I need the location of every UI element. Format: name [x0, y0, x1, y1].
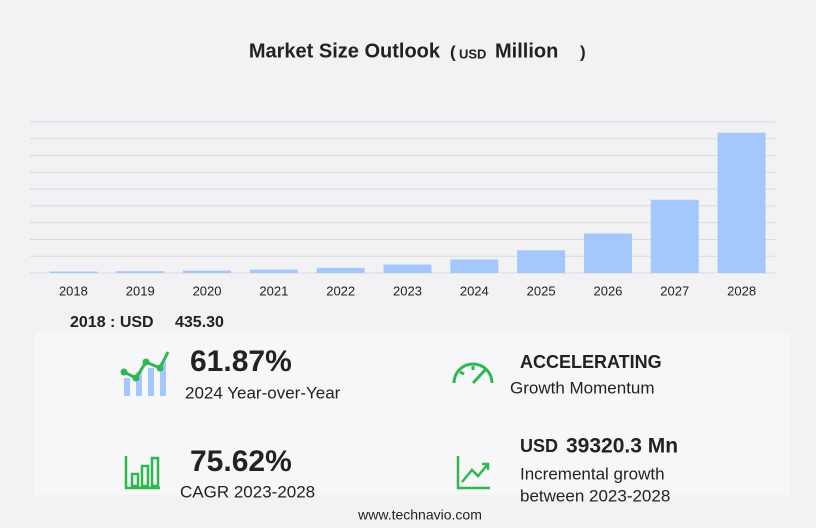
momentum-icon	[452, 362, 494, 385]
bar	[49, 271, 98, 273]
cagr-icon	[124, 456, 160, 490]
base-value: 435.30	[175, 314, 224, 331]
stat-value: ACCELERATING	[520, 352, 662, 372]
chart-title: Market Size Outlook	[249, 40, 441, 62]
x-tick-label: 2028	[727, 283, 756, 298]
stat-value: 61.87%	[190, 345, 292, 378]
unit-currency: USD	[459, 46, 486, 61]
bar	[717, 132, 766, 273]
bar	[383, 264, 432, 273]
footer: www.technavio.com	[357, 507, 482, 523]
x-tick-label: 2019	[126, 283, 155, 298]
stat-value: 39320.3 Mn	[566, 435, 678, 458]
summary-panel	[35, 333, 790, 495]
base-label: 2018 : USD	[70, 314, 154, 331]
bar	[650, 199, 699, 273]
stat-caption: 2024 Year-over-Year	[185, 383, 341, 402]
unit-name: Million	[495, 40, 558, 62]
bar	[249, 269, 298, 273]
x-tick-label: 2020	[193, 283, 222, 298]
bar	[183, 270, 232, 273]
x-tick-label: 2021	[259, 283, 288, 298]
x-tick-label: 2018	[59, 283, 88, 298]
yoy-icon	[120, 351, 170, 396]
stat-caption: Incremental growth	[520, 464, 665, 483]
increment-icon	[456, 456, 490, 490]
x-tick-label: 2023	[393, 283, 422, 298]
stat-prefix: USD	[520, 436, 558, 456]
bar	[517, 250, 566, 273]
x-tick-label: 2022	[326, 283, 355, 298]
x-tick-label: 2026	[593, 283, 622, 298]
bar	[116, 271, 165, 273]
stat-caption: Growth Momentum	[510, 378, 655, 397]
stat-caption: CAGR 2023-2028	[180, 482, 315, 501]
x-tick-label: 2024	[460, 283, 489, 298]
stat-value: 75.62%	[190, 445, 292, 478]
bar	[450, 259, 499, 273]
stat-caption: between 2023-2028	[520, 486, 670, 505]
bar	[583, 233, 632, 273]
unit-open: (	[450, 42, 456, 61]
bar	[316, 267, 365, 273]
x-tick-label: 2025	[527, 283, 556, 298]
unit-close: )	[580, 42, 586, 61]
x-tick-label: 2027	[660, 283, 689, 298]
